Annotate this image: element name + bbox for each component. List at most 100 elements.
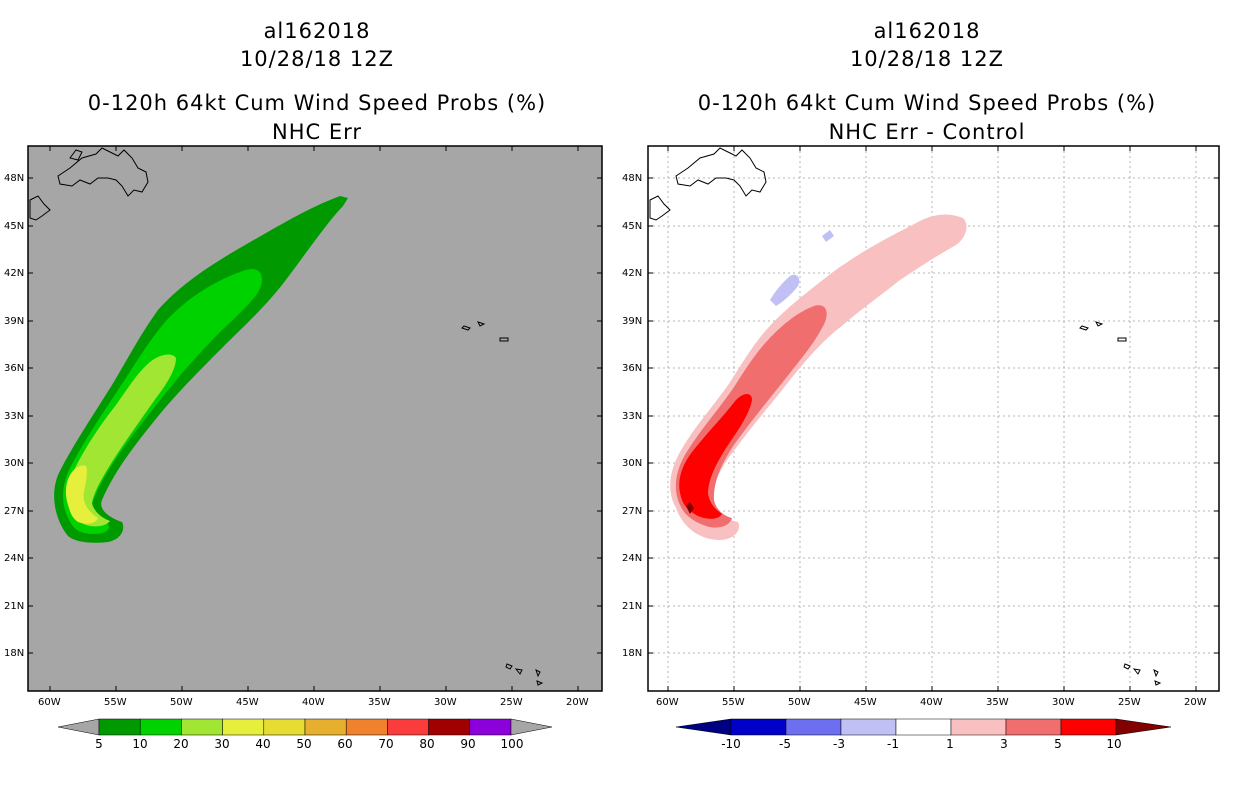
storm-id-title: al162018 <box>873 19 981 43</box>
longitude-labels: 60W 55W 50W 45W 40W 35W 30W 25W 20W <box>38 697 589 708</box>
colorbar-under-arrow <box>57 718 100 736</box>
product-title: 0-120h 64kt Cum Wind Speed Probs (%) <box>697 91 1157 115</box>
colorbar-label: 10 <box>132 737 147 751</box>
diff-contour-neg1b <box>822 230 834 242</box>
colorbar-label: -3 <box>833 737 845 751</box>
colorbar-label: 10 <box>1106 737 1121 751</box>
lon-label: 50W <box>170 697 193 708</box>
lat-label: 33N <box>4 411 24 422</box>
colorbar-label: 40 <box>255 737 270 751</box>
colorbar-segment <box>785 718 842 736</box>
colorbar-segment <box>840 718 897 736</box>
lon-label: 30W <box>434 697 457 708</box>
colorbar-segment <box>387 718 429 736</box>
colorbar-label: 20 <box>173 737 188 751</box>
tick-marks <box>28 146 602 691</box>
lon-label: 35W <box>986 697 1009 708</box>
lon-label: 20W <box>566 697 589 708</box>
prob-contour-20 <box>68 354 176 527</box>
colorbar-segment <box>730 718 787 736</box>
datetime-title: 10/28/18 12Z <box>239 47 395 71</box>
latitude-labels: 48N 45N 42N 39N 36N 33N 30N 27N 24N 21N … <box>622 173 642 659</box>
lat-label: 33N <box>622 411 642 422</box>
lon-label: 40W <box>302 697 325 708</box>
colorbar-label: 1 <box>946 737 954 751</box>
diff-contour-pos3 <box>675 305 827 528</box>
colorbar-label: 3 <box>1000 737 1008 751</box>
lon-label: 55W <box>722 697 745 708</box>
colorbar-label: 60 <box>337 737 352 751</box>
lat-label: 27N <box>4 506 24 517</box>
colorbar-segment <box>222 718 265 736</box>
lon-label: 50W <box>788 697 811 708</box>
left-map-svg: 48N 45N 42N 39N 36N 33N 30N 27N 24N 21N … <box>4 145 603 751</box>
lat-label: 39N <box>622 316 642 327</box>
lon-label: 35W <box>368 697 391 708</box>
lon-label: 45W <box>854 697 877 708</box>
colorbar-segment <box>469 718 512 736</box>
colorbar-label: 70 <box>378 737 393 751</box>
prob-contour-30 <box>65 465 98 524</box>
lon-label: 30W <box>1052 697 1075 708</box>
lat-label: 21N <box>622 601 642 612</box>
lat-label: 36N <box>622 363 642 374</box>
colorbar <box>57 718 553 736</box>
lat-label: 42N <box>622 268 642 279</box>
dotted-grid <box>648 146 1219 691</box>
lon-label: 45W <box>236 697 259 708</box>
lon-label: 40W <box>920 697 943 708</box>
colorbar-label: 5 <box>95 737 103 751</box>
lon-label: 60W <box>38 697 61 708</box>
colorbar-segment <box>139 718 182 736</box>
lat-label: 30N <box>4 458 24 469</box>
storm-id-title: al162018 <box>263 19 371 43</box>
right-panel: al162018 10/28/18 12Z 0-120h 64kt Cum Wi… <box>618 0 1236 800</box>
colorbar-over-arrow <box>510 718 553 736</box>
prob-contour-5 <box>54 196 348 543</box>
colorbar-label: 80 <box>419 737 434 751</box>
colorbar-label: 5 <box>1054 737 1062 751</box>
diff-contour-neg1 <box>770 274 800 306</box>
colorbar-segment <box>98 718 141 736</box>
lat-label: 30N <box>622 458 642 469</box>
lat-label: 42N <box>4 268 24 279</box>
colorbar-segment <box>345 718 388 736</box>
product-title: 0-120h 64kt Cum Wind Speed Probs (%) <box>87 91 547 115</box>
colorbar-segment <box>304 718 347 736</box>
diff-contour-pos10 <box>686 502 694 514</box>
tick-marks <box>648 146 1219 691</box>
lat-label: 24N <box>4 553 24 564</box>
colorbar-segment <box>950 718 1007 736</box>
colorbar-label: 100 <box>501 737 524 751</box>
lat-label: 48N <box>4 173 24 184</box>
lat-label: 27N <box>622 506 642 517</box>
colorbar-labels: -10 -5 -3 -1 1 3 5 10 <box>721 737 1121 751</box>
latitude-labels: 48N 45N 42N 39N 36N 33N 30N 27N 24N 21N … <box>4 173 24 659</box>
datetime-title: 10/28/18 12Z <box>849 47 1005 71</box>
colorbar-under-arrow <box>675 718 732 736</box>
lon-label: 60W <box>656 697 679 708</box>
lon-label: 20W <box>1184 697 1207 708</box>
colorbar-labels: 5 10 20 30 40 50 60 70 80 90 100 <box>95 737 523 751</box>
right-map-svg: 48N 45N 42N 39N 36N 33N 30N 27N 24N 21N … <box>622 145 1220 751</box>
prob-contour-10 <box>63 269 262 534</box>
lat-label: 36N <box>4 363 24 374</box>
lat-label: 21N <box>4 601 24 612</box>
colorbar-label: 30 <box>214 737 229 751</box>
colorbar-over-arrow <box>1115 718 1172 736</box>
diff-contour-pos5 <box>679 394 752 519</box>
longitude-labels: 60W 55W 50W 45W 40W 35W 30W 25W 20W <box>656 697 1207 708</box>
subtitle: NHC Err <box>271 120 362 144</box>
colorbar-segment <box>428 718 471 736</box>
colorbar-segment <box>1060 718 1117 736</box>
colorbar-label: 50 <box>296 737 311 751</box>
map-frame <box>27 145 603 692</box>
map-frame <box>647 145 1220 692</box>
colorbar-segment <box>1005 718 1062 736</box>
left-panel: al162018 10/28/18 12Z 0-120h 64kt Cum Wi… <box>4 19 603 751</box>
lat-label: 18N <box>622 648 642 659</box>
lat-label: 45N <box>4 221 24 232</box>
colorbar-label: -5 <box>779 737 791 751</box>
lon-label: 55W <box>104 697 127 708</box>
colorbar-label: -1 <box>887 737 899 751</box>
